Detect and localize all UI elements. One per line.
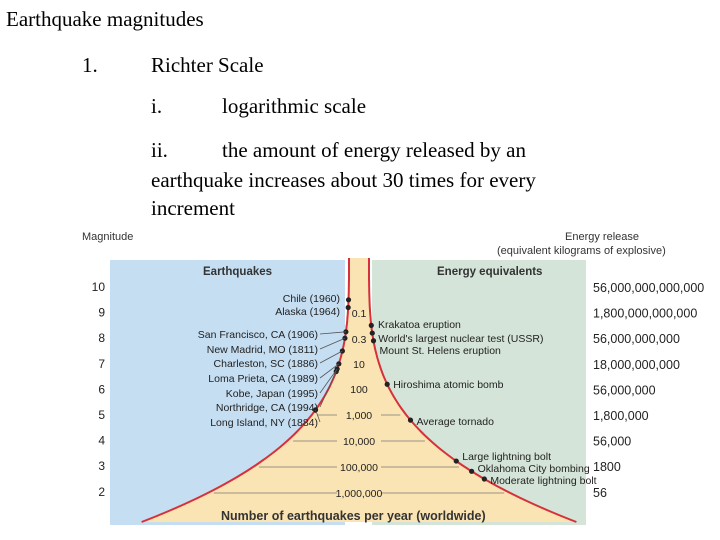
energy-value-label: 56,000,000 [593, 383, 656, 397]
energy-dot [453, 458, 459, 464]
earthquake-label: New Madrid, MO (1811) [207, 344, 318, 356]
count-label-bg [337, 408, 381, 422]
earthquake-leader [319, 368, 338, 394]
energy-dot [369, 330, 375, 336]
magnitude-tick-label: 5 [98, 408, 105, 422]
energy-equivalent-label: Mount St. Helens eruption [380, 345, 502, 357]
earthquake-label: Chile (1960) [283, 293, 340, 305]
magnitude-tick-label: 8 [98, 331, 105, 345]
count-label: 10,000 [343, 436, 375, 448]
count-label: 10 [353, 359, 365, 371]
magnitude-axis-label: Magnitude [82, 231, 133, 243]
count-label: 1,000 [346, 410, 372, 422]
earthquake-leader [319, 337, 346, 350]
earthquakes-panel-title: Earthquakes [203, 266, 272, 278]
earthquake-label: Alaska (1964) [275, 306, 340, 318]
earthquake-label: San Francisco, CA (1906) [198, 329, 318, 341]
magnitude-tick-label: 2 [98, 485, 105, 499]
energy-value-label: 56,000,000,000,000 [593, 281, 704, 295]
earthquake-dot [345, 297, 352, 303]
energy-equivalent-label: Large lightning bolt [462, 451, 551, 463]
energy-equivalent-label: Krakatoa eruption [378, 319, 461, 331]
magnitude-tick-label: 6 [98, 382, 105, 396]
list-number: 1. [82, 53, 98, 77]
energy-equivalent-label: World's largest nuclear test (USSR) [378, 333, 543, 345]
energy-dot [384, 381, 390, 387]
energy-equivalent-label: Oklahoma City bombing [478, 463, 590, 475]
earthquake-label: Northridge, CA (1994) [216, 402, 318, 414]
count-label-bg [337, 460, 381, 474]
bottom-caption: Number of earthquakes per year (worldwid… [221, 509, 486, 523]
energy-value-label: 56,000 [593, 435, 631, 449]
frequency-funnel [141, 258, 577, 522]
energy-panel-title: Energy equivalents [437, 266, 542, 278]
earthquake-leader [319, 363, 340, 379]
count-label: 0.3 [352, 334, 367, 346]
magnitude-tick-label: 3 [98, 459, 105, 473]
energy-equivalent-label: Hiroshima atomic bomb [393, 379, 503, 391]
count-label: 100 [350, 384, 368, 396]
magnitude-tick-label: 10 [92, 280, 106, 294]
sub-item-text-ii-line1: the amount of energy released by an [222, 138, 526, 162]
earthquake-label: Charleston, SC (1886) [214, 358, 318, 370]
sub-item-text-ii-line3: increment [151, 196, 235, 220]
energy-value-label: 1,800,000 [593, 409, 649, 423]
energy-value-label: 1800 [593, 460, 621, 474]
energy-dot [407, 417, 414, 423]
magnitude-tick-label: 9 [98, 306, 105, 320]
energy-equivalent-label: Average tornado [416, 416, 494, 428]
count-label-bg [337, 486, 381, 500]
energy-value-label: 1,800,000,000,000 [593, 307, 697, 321]
count-label-bg [337, 434, 381, 448]
energy-dot [469, 468, 475, 474]
earthquake-leader [319, 371, 337, 408]
slide-title: Earthquake magnitudes [6, 7, 204, 31]
earthquake-label: Long Island, NY (1884) [210, 417, 318, 429]
energy-release-sublabel: (equivalent kilograms of explosive) [497, 245, 666, 257]
list-item-title: Richter Scale [151, 53, 264, 77]
sub-item-marker-ii: ii. [151, 138, 168, 162]
sub-item-marker-i: i. [151, 94, 163, 118]
earthquake-dot [345, 304, 351, 311]
earthquake-leader [315, 409, 321, 423]
earthquake-label: Loma Prieta, CA (1989) [208, 373, 318, 385]
sub-item-text-ii-line2: earthquake increases about 30 times for … [151, 168, 536, 192]
earthquake-label: Kobe, Japan (1995) [226, 388, 318, 400]
energy-equivalent-label: Moderate lightning bolt [490, 475, 596, 487]
earthquake-leader [319, 331, 346, 335]
earthquake-leader [319, 350, 343, 364]
energy-release-label: Energy release [565, 231, 639, 243]
count-label: 1,000,000 [336, 488, 383, 500]
magnitude-tick-label: 4 [98, 434, 105, 448]
energy-value-label: 56,000,000,000 [593, 332, 680, 346]
energy-dot [370, 338, 377, 344]
magnitude-tick-label: 7 [98, 357, 105, 371]
energy-value-label: 56 [593, 486, 607, 500]
count-label: 100,000 [340, 462, 378, 474]
energy-dot [481, 476, 487, 482]
count-label: 0.1 [352, 308, 367, 320]
sub-item-text-i: logarithmic scale [222, 94, 367, 118]
energy-dot [368, 322, 374, 328]
energy-value-label: 18,000,000,000 [593, 358, 680, 372]
